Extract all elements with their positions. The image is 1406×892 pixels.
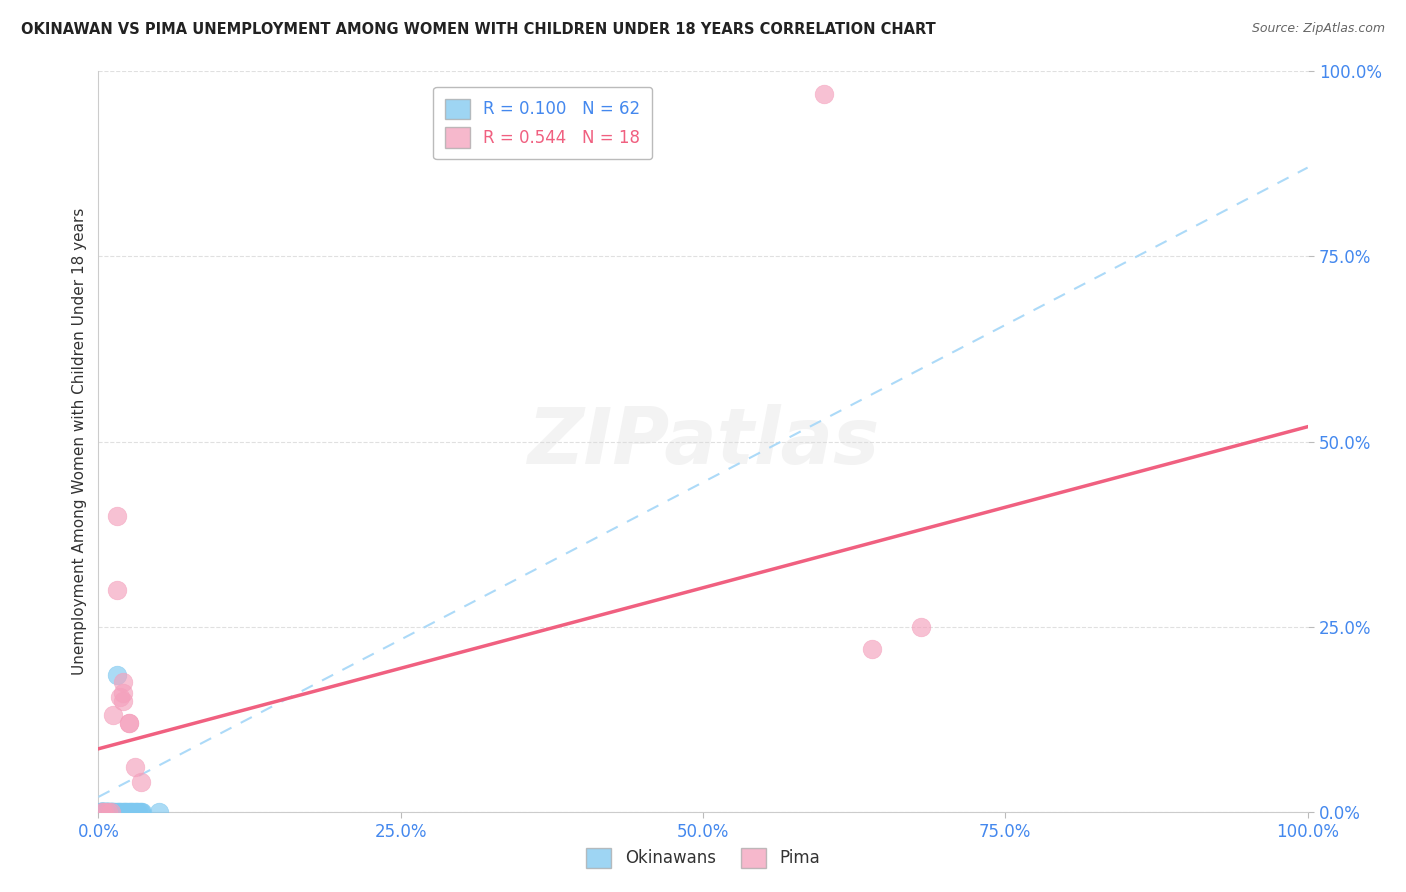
Point <box>127 805 149 819</box>
Point <box>94 805 117 819</box>
Legend: Okinawans, Pima: Okinawans, Pima <box>579 841 827 875</box>
Point <box>107 805 129 819</box>
Point <box>89 805 111 819</box>
Point <box>105 805 128 819</box>
Point <box>124 805 146 819</box>
Point <box>118 805 141 819</box>
Point <box>91 805 114 819</box>
Point <box>91 805 114 819</box>
Point <box>97 805 120 819</box>
Point <box>91 805 114 819</box>
Point <box>91 805 114 819</box>
Point <box>129 805 152 819</box>
Point <box>91 805 114 819</box>
Point <box>90 805 112 819</box>
Point <box>111 805 134 819</box>
Point <box>93 805 115 819</box>
Point <box>91 805 114 819</box>
Point <box>110 805 132 819</box>
Point <box>91 805 114 819</box>
Point <box>94 805 117 819</box>
Point <box>100 805 122 819</box>
Point <box>112 805 135 819</box>
Point <box>108 690 131 704</box>
Point <box>115 805 138 819</box>
Point <box>94 805 117 819</box>
Point <box>105 508 128 523</box>
Point <box>96 805 118 819</box>
Point <box>91 805 114 819</box>
Point <box>98 805 121 819</box>
Point <box>91 805 114 819</box>
Point <box>90 805 112 819</box>
Point <box>910 619 932 633</box>
Point <box>90 805 112 819</box>
Text: Source: ZipAtlas.com: Source: ZipAtlas.com <box>1251 22 1385 36</box>
Point <box>105 582 128 597</box>
Point <box>127 805 149 819</box>
Point <box>118 805 141 819</box>
Point <box>118 715 141 730</box>
Point <box>111 686 134 700</box>
Point <box>128 805 150 819</box>
Point <box>93 805 115 819</box>
Point <box>93 805 115 819</box>
Point <box>96 805 118 819</box>
Point <box>100 805 122 819</box>
Point <box>101 708 124 723</box>
Point <box>860 641 883 656</box>
Point <box>117 805 139 819</box>
Legend: R = 0.100   N = 62, R = 0.544   N = 18: R = 0.100 N = 62, R = 0.544 N = 18 <box>433 87 652 160</box>
Y-axis label: Unemployment Among Women with Children Under 18 years: Unemployment Among Women with Children U… <box>72 208 87 675</box>
Point <box>108 805 131 819</box>
Point <box>148 805 170 819</box>
Point <box>89 805 111 819</box>
Point <box>93 805 115 819</box>
Point <box>108 805 131 819</box>
Point <box>125 805 148 819</box>
Point <box>90 805 112 819</box>
Point <box>122 805 145 819</box>
Point <box>100 805 122 819</box>
Point <box>111 675 134 690</box>
Point <box>114 805 136 819</box>
Point <box>124 760 146 774</box>
Point <box>121 805 143 819</box>
Point <box>101 805 124 819</box>
Point <box>96 805 118 819</box>
Point <box>813 87 835 101</box>
Point <box>91 805 114 819</box>
Point <box>96 805 118 819</box>
Point <box>105 667 128 681</box>
Point <box>118 715 141 730</box>
Point <box>93 805 115 819</box>
Point <box>100 805 122 819</box>
Point <box>129 775 152 789</box>
Point <box>103 805 125 819</box>
Point <box>111 694 134 708</box>
Point <box>100 805 122 819</box>
Point <box>98 805 121 819</box>
Point <box>120 805 142 819</box>
Point <box>100 805 122 819</box>
Text: ZIPatlas: ZIPatlas <box>527 403 879 480</box>
Point <box>104 805 127 819</box>
Point <box>131 805 153 819</box>
Point <box>97 805 120 819</box>
Point <box>97 805 120 819</box>
Text: OKINAWAN VS PIMA UNEMPLOYMENT AMONG WOMEN WITH CHILDREN UNDER 18 YEARS CORRELATI: OKINAWAN VS PIMA UNEMPLOYMENT AMONG WOME… <box>21 22 936 37</box>
